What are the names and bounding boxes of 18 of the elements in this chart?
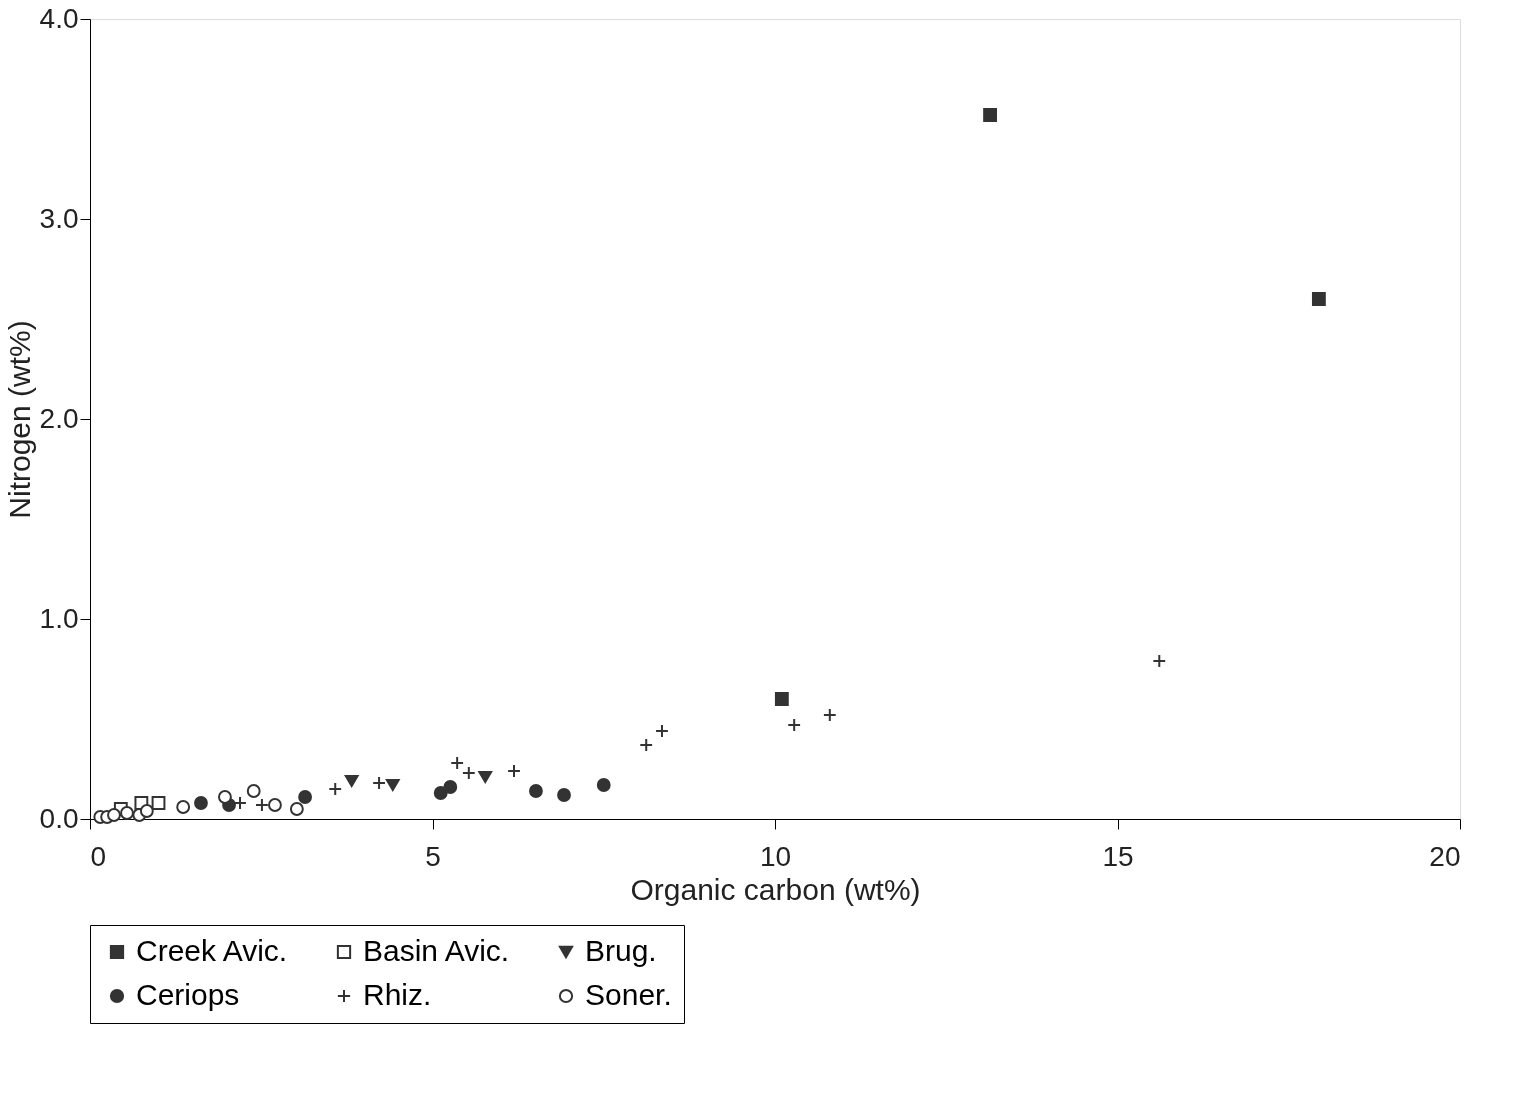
y-axis-title: Nitrogen (wt%) [2, 320, 36, 519]
legend-label: Basin Avic. [363, 934, 510, 967]
y-tick-label: 0.0 [39, 802, 79, 834]
legend-label: Creek Avic. [136, 934, 288, 967]
x-tick-label: 10 [759, 840, 792, 872]
legend-label: Rhiz. [363, 978, 432, 1011]
y-tick-label: 3.0 [39, 202, 79, 234]
legend-label: Ceriops [136, 978, 240, 1011]
x-tick-label: 0 [90, 840, 107, 872]
x-tick-label: 5 [425, 840, 441, 872]
y-tick-label: 4.0 [39, 2, 79, 34]
y-tick-label: 2.0 [39, 402, 79, 434]
x-tick-label: 20 [1429, 840, 1461, 872]
legend-label: Soner. [585, 978, 672, 1011]
x-axis-title: Organic carbon (wt%) [630, 872, 921, 906]
legend-label: Brug. [585, 934, 657, 967]
y-tick-label: 1.0 [39, 602, 79, 634]
x-tick-label: 15 [1102, 840, 1134, 872]
